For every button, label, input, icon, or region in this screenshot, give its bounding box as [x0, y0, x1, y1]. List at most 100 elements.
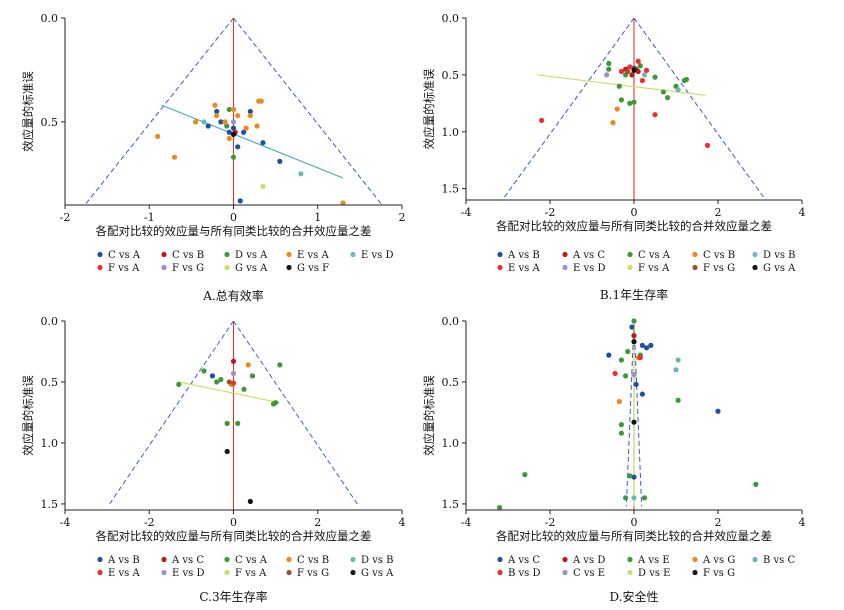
- point-a-vs-c: [644, 345, 650, 351]
- point-c-vs-a: [205, 123, 211, 129]
- y-tick-label: 1.0: [41, 437, 59, 450]
- legend-label: F vs G: [172, 263, 204, 274]
- legend-label: A vs D: [572, 555, 605, 566]
- point-c-vs-a: [214, 108, 220, 115]
- point-a-vs-e: [618, 430, 625, 436]
- legend-label: A vs C: [572, 250, 605, 261]
- legend-marker: [161, 264, 167, 271]
- legend-label: D vs E: [638, 568, 670, 579]
- panel-c: -4 -2 0 2 4 0.0 0.5 1.0 1.5 各配对比较的效应量与所有同类比较的合并效应…: [21, 315, 406, 604]
- point-c-vs-a: [176, 381, 182, 388]
- point-c-vs-a: [606, 60, 612, 67]
- legend-marker: [562, 556, 568, 563]
- point-b-vs-d: [637, 354, 643, 361]
- panel-caption: A.总有效率: [202, 288, 263, 303]
- legend-label: F vs G: [297, 568, 329, 579]
- legend-marker: [350, 251, 356, 258]
- point-g-vs-f: [230, 131, 237, 137]
- y-tick-label: 0.5: [41, 116, 59, 129]
- legend-label: B vs C: [763, 555, 795, 566]
- x-tick-label: -1: [144, 211, 155, 224]
- point-a-vs-c: [648, 342, 654, 348]
- y-tick-label: 0.0: [442, 315, 460, 328]
- point-b-vs-c: [631, 495, 637, 501]
- legend: A vs C A vs D A vs E A vs G B vs C B vs D C vs…: [497, 555, 795, 579]
- point-e-vs-a: [254, 123, 260, 129]
- point-c-vs-a: [218, 376, 224, 383]
- panel-caption: D.安全性: [609, 589, 658, 604]
- legend-label: G vs A: [235, 263, 268, 274]
- x-tick-label: 2: [399, 211, 406, 224]
- point-f-vs-g: [230, 119, 237, 125]
- point-c-vs-a: [606, 66, 612, 72]
- adjustment-fit-line: [178, 381, 280, 404]
- legend-label: B vs D: [508, 568, 541, 579]
- point-c-vs-a: [249, 373, 256, 379]
- x-tick-label: 0: [230, 211, 237, 224]
- y-axis-title: 效应量的标准误: [422, 375, 436, 456]
- point-e-vs-d: [298, 171, 304, 177]
- legend-label: A vs G: [702, 555, 735, 566]
- legend-label: A vs C: [171, 555, 204, 566]
- point-c-vs-a: [277, 158, 283, 164]
- point-c-vs-a: [618, 97, 625, 103]
- point-f-vs-g: [625, 68, 631, 75]
- point-a-vs-g: [616, 398, 622, 405]
- legend-label: E vs A: [297, 250, 329, 261]
- x-axis-title: 各配对比较的效应量与所有同类比较的合并效应量之差: [496, 219, 772, 233]
- legend-marker: [224, 556, 230, 563]
- legend-marker: [562, 251, 568, 258]
- legend-marker: [161, 251, 167, 258]
- y-tick-label: 1.0: [442, 126, 460, 139]
- funnel-right-line: [233, 18, 383, 205]
- funnel-left-line: [501, 18, 635, 200]
- point-c-vs-a: [616, 83, 622, 89]
- point-e-vs-a: [155, 133, 161, 140]
- point-e-vs-d: [230, 370, 237, 377]
- y-axis-title: 效应量的标准误: [422, 68, 436, 149]
- point-c-vs-b: [245, 362, 251, 368]
- point-c-vs-a: [660, 89, 667, 95]
- legend-marker: [286, 251, 292, 258]
- point-a-vs-e: [623, 495, 629, 501]
- point-a-vs-c: [633, 381, 639, 388]
- legend-marker: [286, 556, 292, 563]
- legend-marker: [97, 251, 103, 258]
- x-tick-label: 2: [715, 206, 722, 219]
- legend-marker: [350, 569, 356, 576]
- legend-label: F vs G: [703, 263, 735, 274]
- adjustment-fit-line: [161, 104, 344, 179]
- point-g-vs-a: [260, 183, 266, 189]
- point-e-vs-a: [639, 77, 646, 84]
- legend-label: C vs E: [573, 568, 605, 579]
- axes: -4 -2 0 2 4 0.0 0.5 1.0 1.5 各配对比较的效应量与所有同类比较的合并效应…: [422, 315, 806, 543]
- point-c-vs-a: [241, 386, 247, 392]
- axes: -4 -2 0 2 4 0.0 0.5 1.0 1.5 各配对比较的效应量与所有同类比较的合并效应…: [21, 315, 406, 543]
- legend-marker: [497, 264, 503, 271]
- legend-marker: [562, 264, 568, 271]
- legend-marker: [562, 569, 568, 576]
- point-e-vs-a: [171, 154, 178, 160]
- legend-label: C vs A: [235, 555, 268, 566]
- point-c-vs-b: [614, 106, 620, 112]
- point-a-vs-e: [675, 397, 681, 403]
- point-e-vs-a: [222, 119, 228, 125]
- x-tick-label: -2: [545, 206, 556, 219]
- point-c-vs-a: [235, 420, 241, 427]
- point-c-vs-e: [631, 372, 637, 378]
- point-a-vs-e: [522, 472, 528, 478]
- point-f-vs-g: [631, 339, 637, 345]
- y-tick-label: 0.5: [442, 69, 460, 82]
- point-a-vs-c: [635, 68, 641, 75]
- legend-label: F vs G: [703, 568, 735, 579]
- axes: -4 -2 0 2 4 0.0 0.5 1.0 1.5 各配对比较的效应量与所有同类比较的合并效应…: [422, 12, 806, 233]
- x-tick-label: 0: [230, 516, 237, 529]
- panel-d: -4 -2 0 2 4 0.0 0.5 1.0 1.5 各配对比较的效应量与所有同类比较的合并效应…: [422, 315, 806, 604]
- legend-marker: [286, 569, 292, 576]
- data-points: [497, 318, 759, 511]
- point-c-vs-a: [241, 129, 247, 135]
- legend-label: G vs F: [297, 263, 329, 274]
- funnel-right-line: [633, 321, 643, 507]
- point-a-vs-b: [209, 373, 216, 379]
- funnel-lines: [109, 321, 358, 510]
